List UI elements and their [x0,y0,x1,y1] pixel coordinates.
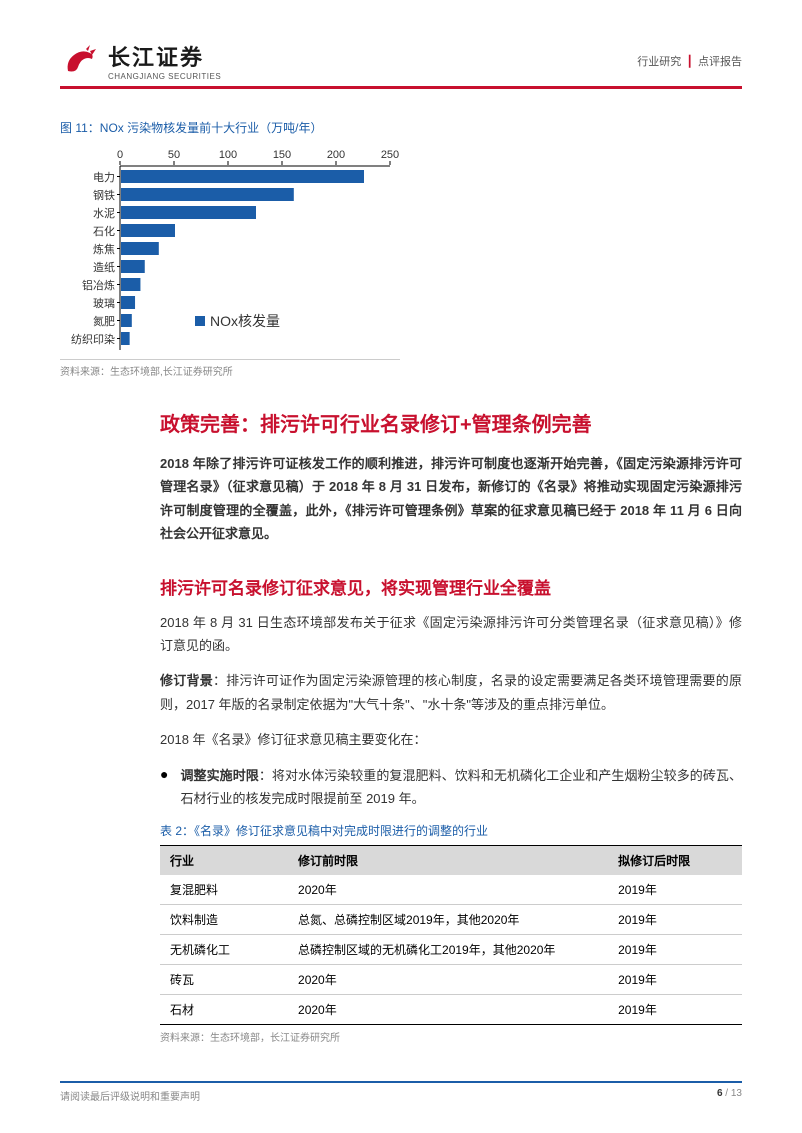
paragraph-2: 修订背景：排污许可证作为固定污染源管理的核心制度，名录的设定需要满足各类环境管理… [60,669,742,716]
table-cell: 复混肥料 [160,875,288,905]
bar-chart: 0 50 100 150 200 250 电力钢铁水泥石化炼焦造纸铝冶炼玻璃氮肥纺织印染 NO… [60,144,400,354]
svg-text:钢铁: 钢铁 [93,189,115,202]
table-header: 拟修订后时限 [608,846,742,876]
table-cell: 2019年 [608,965,742,995]
logo-text-en: CHANGJIANG SECURITIES [108,72,221,81]
header-divider-icon: ┃ [686,56,693,68]
svg-text:0: 0 [117,149,123,161]
paragraph-3: 2018 年《名录》修订征求意见稿主要变化在： [60,728,742,751]
table-cell: 总氮、总磷控制区域2019年，其他2020年 [288,905,608,935]
page-footer: 请阅读最后评级说明和重要声明 6 / 13 [60,1081,742,1103]
table-row: 石材2020年2019年 [160,995,742,1025]
table-row: 无机磷化工总磷控制区域的无机磷化工2019年，其他2020年2019年 [160,935,742,965]
svg-text:100: 100 [219,149,237,161]
svg-text:电力: 电力 [93,171,115,184]
table-cell: 无机磷化工 [160,935,288,965]
svg-text:铝冶炼: 铝冶炼 [82,278,115,292]
table-cell: 2019年 [608,935,742,965]
table-row: 复混肥料2020年2019年 [160,875,742,905]
intro-paragraph: 2018 年除了排污许可证核发工作的顺利推进，排污许可制度也逐渐开始完善，《固定… [60,452,742,546]
report-type-label: 点评报告 [698,56,742,68]
table-cell: 饮料制造 [160,905,288,935]
p2-text: ：排污许可证作为固定污染源管理的核心制度，名录的设定需要满足各类环境管理需要的原… [160,673,742,711]
table-cell: 2019年 [608,875,742,905]
page-number: 6 / 13 [717,1088,742,1103]
table-title: 表 2：《名录》修订征求意见稿中对完成时限进行的调整的行业 [60,822,742,839]
svg-text:石化: 石化 [93,224,115,238]
table-header-row: 行业 修订前时限 拟修订后时限 [160,846,742,876]
p2-label: 修订背景 [160,673,213,688]
bullet-item: ● 调整实施时限：将对水体污染较重的复混肥料、饮料和无机磷化工企业和产生烟粉尘较… [60,764,742,811]
svg-text:炼焦: 炼焦 [93,242,115,256]
bullet-label: 调整实施时限 [180,768,258,783]
paragraph-1: 2018 年 8 月 31 日生态环境部发布关于征求《固定污染源排污许可分类管理… [60,611,742,658]
svg-text:氮肥: 氮肥 [93,314,115,328]
section-heading-2: 排污许可名录修订征求意见，将实现管理行业全覆盖 [60,574,742,599]
table-cell: 2020年 [288,995,608,1025]
logo-text-cn: 长江证券 [108,40,221,72]
page-header: 长江证券 CHANGJIANG SECURITIES 行业研究 ┃ 点评报告 [60,40,742,81]
table-cell: 2019年 [608,905,742,935]
header-rule [60,86,742,89]
dragon-icon [60,41,100,81]
svg-text:纺织印染: 纺织印染 [71,332,115,346]
section-heading-1: 政策完善：排污许可行业名录修订+管理条例完善 [60,408,742,437]
footer-disclaimer: 请阅读最后评级说明和重要声明 [60,1088,200,1103]
svg-text:水泥: 水泥 [93,207,115,220]
header-category: 行业研究 ┃ 点评报告 [637,53,742,69]
svg-text:200: 200 [327,149,345,161]
table-row: 饮料制造总氮、总磷控制区域2019年，其他2020年2019年 [160,905,742,935]
adjustment-table: 行业 修订前时限 拟修订后时限 复混肥料2020年2019年饮料制造总氮、总磷控… [160,845,742,1025]
table-cell: 总磷控制区域的无机磷化工2019年，其他2020年 [288,935,608,965]
chart-section: 图 11：NOx 污染物核发量前十大行业（万吨/年） 0 50 100 150 200 2… [60,119,742,378]
bullet-text: 调整实施时限：将对水体污染较重的复混肥料、饮料和无机磷化工企业和产生烟粉尘较多的… [180,764,742,811]
svg-text:造纸: 造纸 [93,260,115,274]
chart-title: 图 11：NOx 污染物核发量前十大行业（万吨/年） [60,119,742,136]
logo: 长江证券 CHANGJIANG SECURITIES [60,40,221,81]
page-current: 6 [717,1088,723,1099]
table-cell: 砖瓦 [160,965,288,995]
table-row: 砖瓦2020年2019年 [160,965,742,995]
table-cell: 2020年 [288,875,608,905]
svg-text:150: 150 [273,149,291,161]
svg-text:250: 250 [381,149,399,161]
table-header: 行业 [160,846,288,876]
table-header: 修订前时限 [288,846,608,876]
category-label: 行业研究 [637,56,681,68]
chart-source: 资料来源：生态环境部,长江证券研究所 [60,359,400,378]
svg-text:玻璃: 玻璃 [93,296,115,310]
bullet-marker-icon: ● [160,766,168,811]
table-cell: 石材 [160,995,288,1025]
svg-text:NOx核发量: NOx核发量 [210,313,280,329]
table-source: 资料来源：生态环境部，长江证券研究所 [60,1029,742,1044]
table-cell: 2020年 [288,965,608,995]
svg-text:50: 50 [168,149,180,161]
page-total: 13 [731,1088,742,1099]
bullet-body: ：将对水体污染较重的复混肥料、饮料和无机磷化工企业和产生烟粉尘较多的砖瓦、石材行… [180,768,742,806]
table-cell: 2019年 [608,995,742,1025]
